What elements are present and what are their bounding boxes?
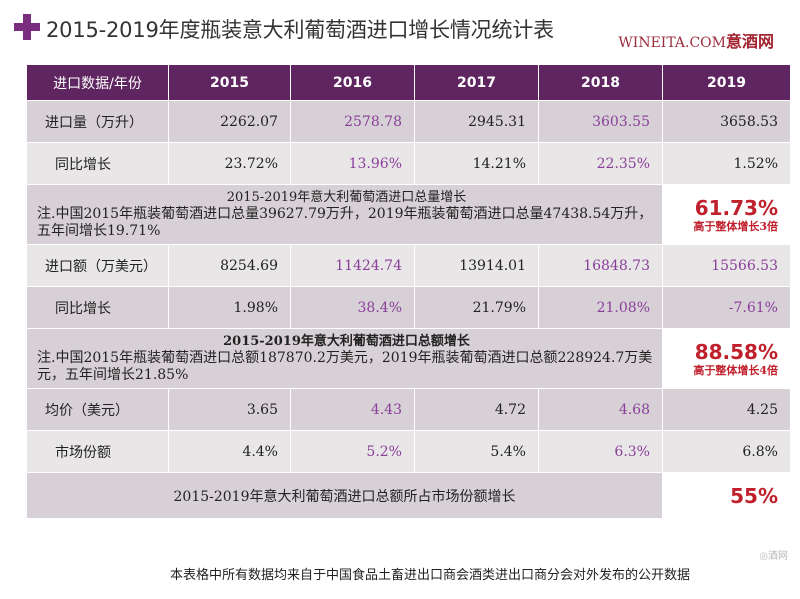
table-cell: 2945.31: [414, 100, 539, 143]
table-cell: 11424.74: [290, 244, 415, 287]
header-cell: 进口数据/年份: [26, 64, 169, 101]
table-row-share-summary: 2015-2019年意大利葡萄酒进口总额所占市场份额增长 55%: [26, 472, 791, 519]
table-cell: 38.4%: [290, 286, 415, 329]
table-cell: 4.43: [290, 388, 415, 431]
table-row-avg-price: 均价（美元） 3.65 4.43 4.72 4.68 4.25: [26, 388, 791, 431]
table-cell: 3603.55: [538, 100, 663, 143]
summary-note: 注.中国2015年瓶装葡萄酒进口总额187870.2万美元，2019年瓶装葡萄酒…: [37, 350, 653, 383]
table-row-amount: 进口额（万美元） 8254.69 11424.74 13914.01 16848…: [26, 244, 791, 287]
table-cell: 4.4%: [168, 430, 291, 473]
summary-text: 2015-2019年意大利葡萄酒进口总量增长 注.中国2015年瓶装葡萄酒进口总…: [26, 184, 663, 245]
summary-pct-cell: 61.73% 高于整体增长3倍: [662, 184, 791, 245]
summary-title: 2015-2019年意大利葡萄酒进口总额所占市场份额增长: [26, 472, 663, 519]
summary-pct-cell: 88.58% 高于整体增长4倍: [662, 328, 791, 389]
row-label: 进口量（万升）: [26, 100, 169, 143]
table-cell: 6.3%: [538, 430, 663, 473]
footnote: 本表格中所有数据均来自于中国食品土畜进出口商会酒类进出口商分会对外发布的公开数据: [170, 568, 691, 583]
row-label: 市场份额: [26, 430, 169, 473]
row-label: 同比增长: [26, 286, 169, 329]
table-cell: 15566.53: [662, 244, 791, 287]
table-cell: 21.08%: [538, 286, 663, 329]
table-cell: 3658.53: [662, 100, 791, 143]
table-row-volume-summary: 2015-2019年意大利葡萄酒进口总量增长 注.中国2015年瓶装葡萄酒进口总…: [26, 184, 791, 245]
header-cell: 2017: [414, 64, 539, 101]
summary-sub: 高于整体增长4倍: [693, 363, 778, 377]
brand-logo[interactable]: WINEITA.COM意酒网: [618, 28, 774, 52]
header-cell: 2019: [662, 64, 791, 101]
table-cell: 14.21%: [414, 142, 539, 185]
summary-sub: 高于整体增长3倍: [693, 219, 778, 233]
table-row-market-share: 市场份额 4.4% 5.2% 5.4% 6.3% 6.8%: [26, 430, 791, 473]
summary-title: 2015-2019年意大利葡萄酒进口总额增长: [223, 334, 470, 349]
page-header: 2015-2019年度瓶装意大利葡萄酒进口增长情况统计表 WINEITA.COM…: [0, 0, 800, 62]
table-row-volume: 进口量（万升） 2262.07 2578.78 2945.31 3603.55 …: [26, 100, 791, 143]
table-cell: -7.61%: [662, 286, 791, 329]
row-label: 进口额（万美元）: [26, 244, 169, 287]
plus-icon: [14, 14, 40, 40]
table-cell: 6.8%: [662, 430, 791, 473]
table-cell: 13.96%: [290, 142, 415, 185]
stats-table: 进口数据/年份 2015 2016 2017 2018 2019 进口量（万升）…: [26, 64, 791, 519]
summary-text: 2015-2019年意大利葡萄酒进口总额增长 注.中国2015年瓶装葡萄酒进口总…: [26, 328, 663, 389]
table-cell: 1.98%: [168, 286, 291, 329]
table-cell: 5.4%: [414, 430, 539, 473]
summary-note: 注.中国2015年瓶装葡萄酒进口总量39627.79万升，2019年瓶装葡萄酒进…: [37, 206, 653, 239]
row-label: 均价（美元）: [26, 388, 169, 431]
table-row-amount-summary: 2015-2019年意大利葡萄酒进口总额增长 注.中国2015年瓶装葡萄酒进口总…: [26, 328, 791, 389]
brand-en: WINEITA.COM: [618, 35, 726, 51]
header-cell: 2018: [538, 64, 663, 101]
table-cell: 4.25: [662, 388, 791, 431]
row-label: 同比增长: [26, 142, 169, 185]
brand-cn: 意酒网: [725, 32, 774, 51]
table-header-row: 进口数据/年份 2015 2016 2017 2018 2019: [26, 64, 791, 101]
table-cell: 23.72%: [168, 142, 291, 185]
header-cell: 2016: [290, 64, 415, 101]
watermark: ◎酒网: [759, 551, 788, 562]
header-cell: 2015: [168, 64, 291, 101]
table-cell: 8254.69: [168, 244, 291, 287]
summary-title: 2015-2019年意大利葡萄酒进口总量增长: [226, 190, 467, 205]
summary-pct: 55%: [730, 483, 778, 508]
table-cell: 5.2%: [290, 430, 415, 473]
table-cell: 21.79%: [414, 286, 539, 329]
table-cell: 16848.73: [538, 244, 663, 287]
table-cell: 1.52%: [662, 142, 791, 185]
summary-pct-cell: 55%: [662, 472, 791, 519]
table-cell: 22.35%: [538, 142, 663, 185]
summary-pct: 88.58%: [694, 339, 778, 364]
page-title: 2015-2019年度瓶装意大利葡萄酒进口增长情况统计表: [46, 18, 554, 42]
table-cell: 2262.07: [168, 100, 291, 143]
summary-pct: 61.73%: [694, 195, 778, 220]
table-cell: 4.68: [538, 388, 663, 431]
table-cell: 3.65: [168, 388, 291, 431]
table-cell: 2578.78: [290, 100, 415, 143]
table-row-amount-yoy: 同比增长 1.98% 38.4% 21.79% 21.08% -7.61%: [26, 286, 791, 329]
table-row-volume-yoy: 同比增长 23.72% 13.96% 14.21% 22.35% 1.52%: [26, 142, 791, 185]
table-cell: 13914.01: [414, 244, 539, 287]
table-cell: 4.72: [414, 388, 539, 431]
